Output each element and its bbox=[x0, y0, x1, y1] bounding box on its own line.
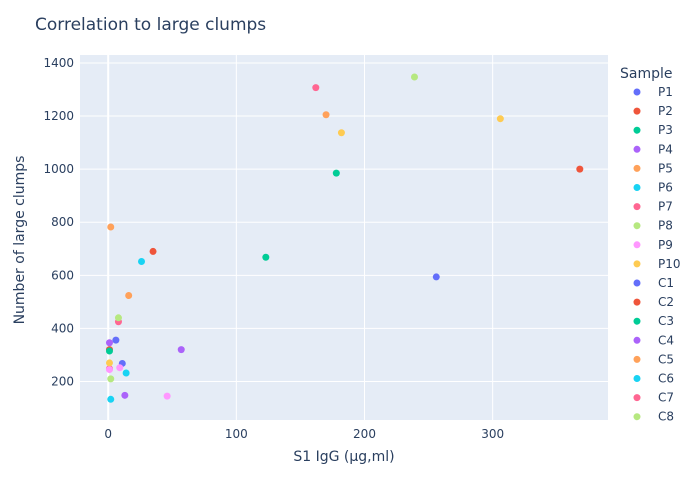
data-point-p2 bbox=[576, 165, 584, 173]
legend-marker bbox=[633, 279, 641, 287]
data-point bbox=[116, 364, 124, 372]
data-point-c8 bbox=[114, 314, 122, 322]
legend-marker bbox=[633, 317, 641, 325]
legend-item-p2: P2 bbox=[658, 104, 673, 118]
legend-marker bbox=[633, 375, 641, 382]
legend-item-c2: C2 bbox=[658, 295, 674, 309]
data-point-p8 bbox=[410, 73, 418, 81]
legend-item-c6: C6 bbox=[658, 372, 674, 386]
data-point-c5 bbox=[125, 292, 133, 300]
y-tick-label: 800 bbox=[51, 215, 74, 229]
data-point-c2 bbox=[149, 247, 157, 255]
legend-item-p9: P9 bbox=[658, 238, 673, 252]
data-point-p5 bbox=[322, 111, 330, 119]
legend-marker bbox=[633, 88, 641, 96]
legend-marker bbox=[633, 298, 641, 306]
data-point-c8 bbox=[107, 375, 115, 383]
data-point-c3 bbox=[262, 253, 270, 261]
y-tick-label: 400 bbox=[51, 321, 74, 335]
x-axis-label: S1 IgG (μg,ml) bbox=[293, 449, 394, 465]
x-tick-label: 200 bbox=[353, 427, 376, 441]
legend-marker bbox=[633, 164, 641, 172]
data-point-p10 bbox=[337, 129, 345, 137]
y-axis-label: Number of large clumps bbox=[12, 156, 28, 325]
legend-marker bbox=[633, 184, 641, 191]
legend-marker bbox=[633, 241, 641, 249]
legend-item-p7: P7 bbox=[658, 200, 673, 214]
legend-marker bbox=[633, 355, 641, 363]
data-point-p9 bbox=[163, 392, 171, 400]
chart-title: Correlation to large clumps bbox=[35, 15, 266, 35]
data-points bbox=[105, 73, 584, 403]
legend-item-p5: P5 bbox=[658, 161, 673, 175]
legend-item-p4: P4 bbox=[658, 142, 673, 156]
data-point bbox=[105, 359, 113, 367]
x-tick-label: 0 bbox=[104, 427, 112, 441]
legend-item-p10: P10 bbox=[658, 257, 681, 271]
grid bbox=[80, 55, 608, 420]
x-tick-label: 100 bbox=[225, 427, 248, 441]
data-point-c5 bbox=[107, 223, 115, 231]
legend-marker bbox=[633, 222, 641, 230]
data-point-p1 bbox=[432, 273, 440, 281]
plot-area bbox=[80, 55, 608, 420]
x-tick-label: 300 bbox=[481, 427, 504, 441]
legend-item-c1: C1 bbox=[658, 276, 674, 290]
legend-marker bbox=[633, 126, 641, 134]
data-point-c6 bbox=[107, 395, 115, 403]
legend-title: Sample bbox=[620, 66, 673, 82]
data-point-p7 bbox=[312, 84, 320, 92]
legend-item-c8: C8 bbox=[658, 410, 674, 424]
legend-marker bbox=[633, 394, 641, 402]
y-axis-ticks: 200 400 600 800 1000 1200 1400 bbox=[43, 56, 74, 389]
legend-item-c7: C7 bbox=[658, 391, 674, 405]
data-point-c4 bbox=[121, 391, 129, 399]
legend-item-p3: P3 bbox=[658, 123, 673, 137]
legend-item-c4: C4 bbox=[658, 333, 674, 347]
legend-marker bbox=[633, 260, 641, 268]
y-tick-label: 1000 bbox=[43, 162, 74, 176]
data-point-c4 bbox=[105, 339, 113, 347]
legend-marker bbox=[633, 107, 641, 115]
legend-item-c3: C3 bbox=[658, 314, 674, 328]
legend-item-p6: P6 bbox=[658, 181, 673, 195]
y-tick-label: 1200 bbox=[43, 109, 74, 123]
legend-marker bbox=[633, 413, 641, 421]
y-tick-label: 1400 bbox=[43, 56, 74, 70]
data-point-c6 bbox=[122, 369, 130, 377]
data-point-p10 bbox=[496, 115, 504, 123]
x-axis-ticks: 0 100 200 300 bbox=[104, 427, 504, 441]
legend-item-p8: P8 bbox=[658, 219, 673, 233]
legend-marker bbox=[633, 336, 641, 344]
data-point bbox=[105, 366, 113, 374]
legend: P1 P2 P3 P4 P5 P6 P7 P8 P9 P10 C1 C2 C3 C4 C5 C6 C7 C8 bbox=[633, 85, 681, 424]
data-point-c1 bbox=[112, 336, 120, 344]
data-point-p4 bbox=[177, 346, 185, 354]
legend-marker bbox=[633, 145, 641, 153]
y-tick-label: 200 bbox=[51, 375, 74, 389]
legend-item-p1: P1 bbox=[658, 85, 673, 99]
legend-item-c5: C5 bbox=[658, 352, 674, 366]
data-point-p6 bbox=[138, 258, 146, 266]
legend-marker bbox=[633, 203, 641, 211]
data-point-c3 bbox=[105, 347, 113, 355]
y-tick-label: 600 bbox=[51, 268, 74, 282]
data-point-p3 bbox=[332, 169, 340, 177]
